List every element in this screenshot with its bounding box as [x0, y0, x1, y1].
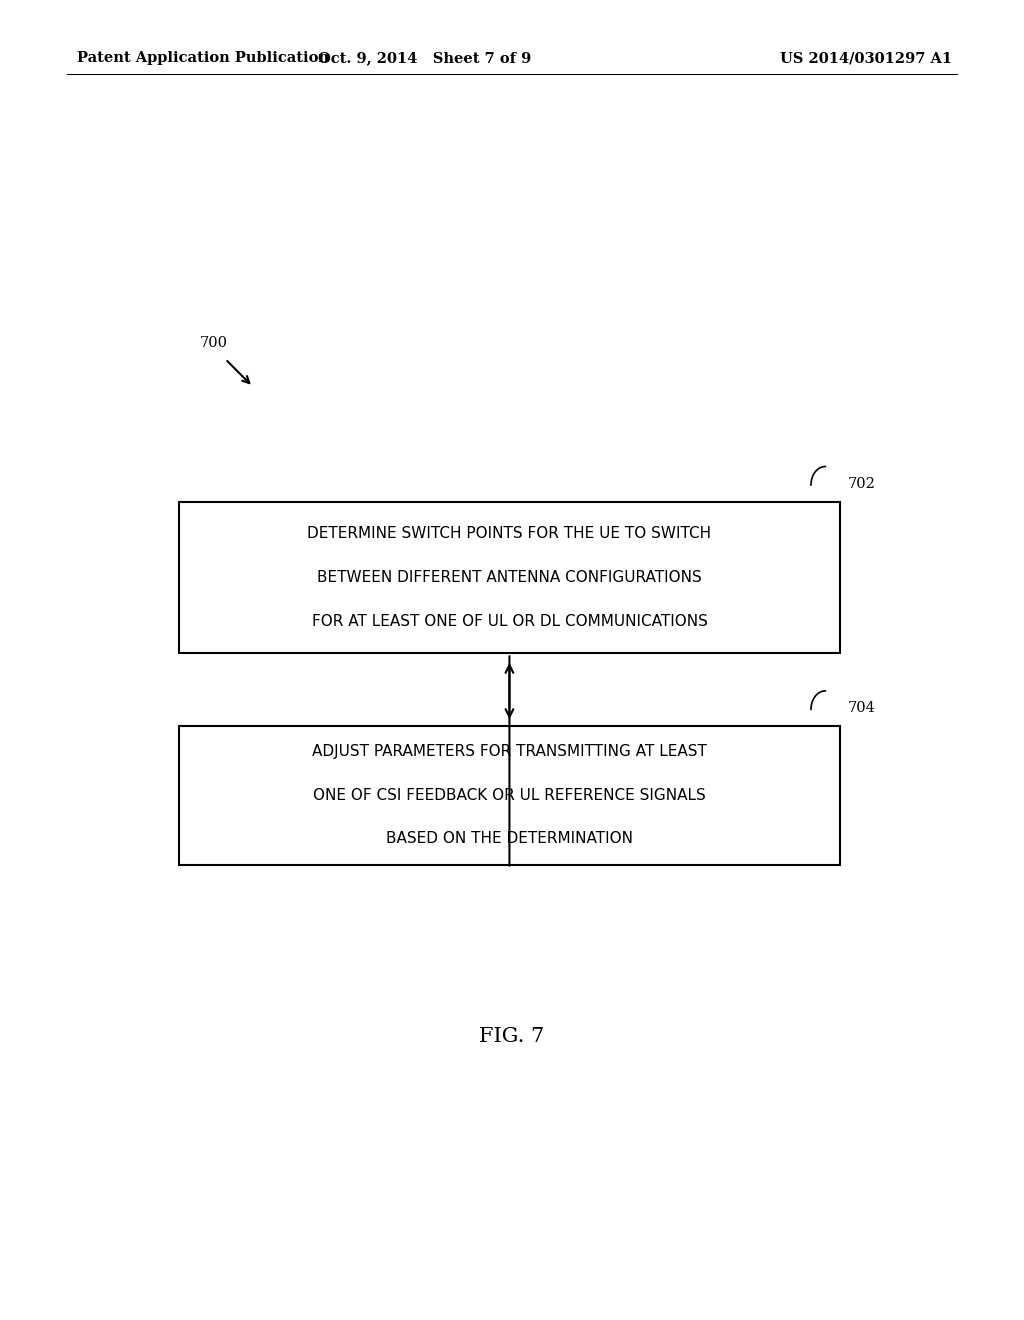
Text: Oct. 9, 2014   Sheet 7 of 9: Oct. 9, 2014 Sheet 7 of 9	[318, 51, 531, 65]
Text: 700: 700	[200, 335, 227, 350]
Text: ADJUST PARAMETERS FOR TRANSMITTING AT LEAST: ADJUST PARAMETERS FOR TRANSMITTING AT LE…	[312, 744, 707, 759]
Text: Patent Application Publication: Patent Application Publication	[77, 51, 329, 65]
Text: ONE OF CSI FEEDBACK OR UL REFERENCE SIGNALS: ONE OF CSI FEEDBACK OR UL REFERENCE SIGN…	[313, 788, 706, 803]
Bar	[179, 726, 840, 865]
Text: 704: 704	[848, 701, 876, 715]
Text: FOR AT LEAST ONE OF UL OR DL COMMUNICATIONS: FOR AT LEAST ONE OF UL OR DL COMMUNICATI…	[311, 614, 708, 628]
Text: DETERMINE SWITCH POINTS FOR THE UE TO SWITCH: DETERMINE SWITCH POINTS FOR THE UE TO SW…	[307, 527, 712, 541]
Text: 702: 702	[848, 477, 876, 491]
Text: US 2014/0301297 A1: US 2014/0301297 A1	[780, 51, 952, 65]
Text: BASED ON THE DETERMINATION: BASED ON THE DETERMINATION	[386, 832, 633, 846]
Text: FIG. 7: FIG. 7	[479, 1027, 545, 1045]
Text: BETWEEN DIFFERENT ANTENNA CONFIGURATIONS: BETWEEN DIFFERENT ANTENNA CONFIGURATIONS	[317, 570, 701, 585]
Bar	[179, 502, 840, 653]
